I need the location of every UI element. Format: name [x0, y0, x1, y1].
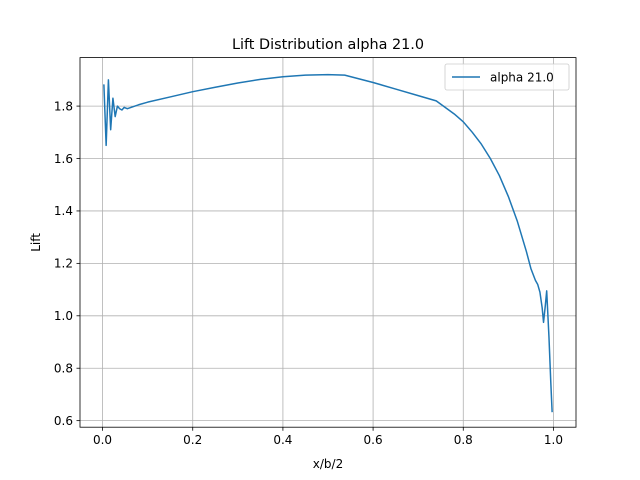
x-tick-label: 0.2: [183, 433, 202, 447]
legend: alpha 21.0: [444, 63, 570, 91]
x-tick-label: 0.6: [364, 433, 383, 447]
series-lines: [103, 73, 553, 413]
x-tick-label: 0.0: [93, 433, 112, 447]
legend-box: [444, 63, 570, 91]
plot-frame: [79, 57, 577, 428]
y-tick-label: 1.6: [54, 152, 73, 166]
x-tick-label: 1.0: [544, 433, 563, 447]
y-tick-label: 0.6: [54, 414, 73, 428]
legend-label: alpha 21.0: [490, 71, 554, 85]
chart-title: Lift Distribution alpha 21.0: [232, 37, 424, 53]
grid: [80, 57, 576, 428]
series-line: [103, 73, 553, 413]
y-tick-label: 1.4: [54, 204, 73, 218]
x-tick-label: 0.4: [273, 433, 292, 447]
y-tick-label: 1.2: [54, 257, 73, 271]
y-tick-label: 1.0: [54, 309, 73, 323]
y-tick-label: 1.8: [54, 99, 73, 113]
axis-ticks: 0.0 0.2 0.4 0.6 0.8 1.0 0.6 0.8 1.0 1.2 1.4 1.6 1.8: [54, 99, 563, 447]
y-tick-label: 0.8: [54, 362, 73, 376]
y-axis-label: Lift: [29, 233, 43, 252]
x-tick-label: 0.8: [454, 433, 473, 447]
x-axis-label: x/b/2: [313, 457, 343, 471]
